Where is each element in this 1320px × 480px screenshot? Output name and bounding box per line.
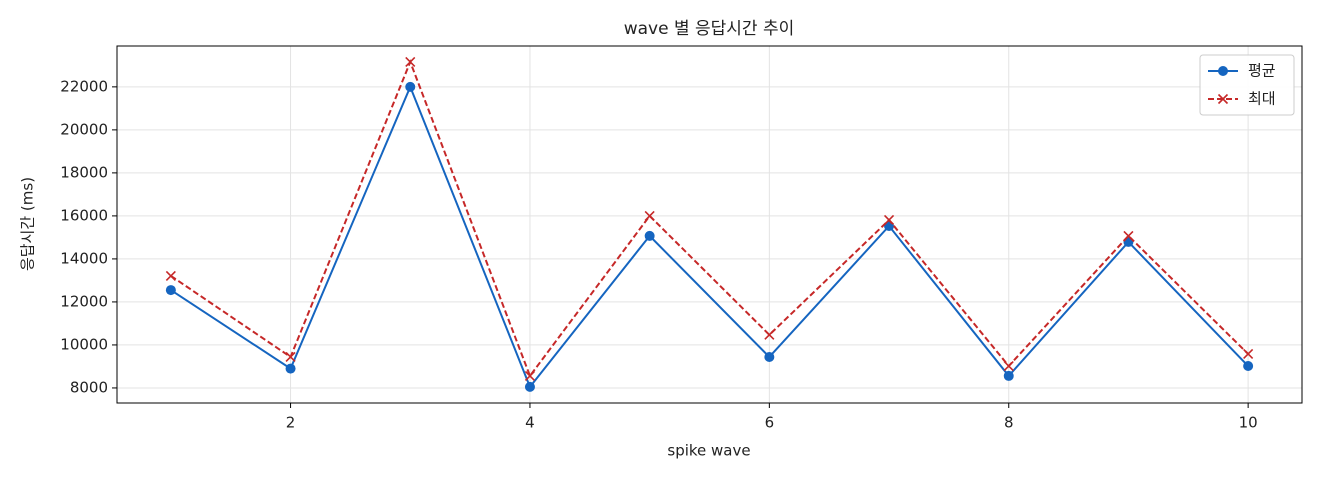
data-point (1003, 370, 1014, 381)
x-tick-label: 10 (1239, 414, 1258, 432)
y-tick-label: 10000 (60, 335, 108, 353)
x-tick-label: 6 (765, 414, 775, 432)
y-tick-label: 22000 (60, 77, 108, 95)
legend-label: 평균 (1248, 62, 1276, 80)
data-point (764, 329, 775, 340)
data-point (1123, 230, 1134, 241)
legend-marker (1218, 66, 1228, 76)
data-point (1003, 360, 1014, 372)
data-point (644, 230, 655, 241)
data-point (165, 270, 176, 281)
series-line (170, 84, 1249, 389)
data-point (524, 370, 536, 381)
data-point (644, 210, 655, 221)
x-axis-label: spike wave (667, 442, 750, 460)
y-tick-label: 16000 (60, 206, 108, 224)
y-tick-label: 12000 (60, 292, 108, 310)
series-line (170, 59, 1249, 378)
x-tick-label: 4 (525, 414, 535, 432)
chart-title: wave 별 응답시간 추이 (624, 19, 795, 39)
plot-frame (116, 45, 1303, 404)
y-tick-label: 14000 (60, 249, 108, 267)
data-point (1243, 348, 1254, 360)
legend-box (1199, 54, 1295, 116)
legend-marker (1217, 93, 1229, 105)
legend-label: 최대 (1248, 90, 1276, 108)
y-tick-label: 18000 (60, 163, 108, 181)
data-point (883, 214, 895, 226)
data-point (285, 363, 296, 374)
data-point (405, 81, 416, 92)
data-point (764, 351, 775, 362)
y-tick-label: 8000 (70, 378, 108, 396)
y-axis-label: 응답시간 (ms) (19, 177, 37, 271)
data-point (165, 285, 176, 296)
data-point (524, 381, 535, 392)
data-point (405, 56, 416, 67)
x-tick-label: 8 (1004, 414, 1014, 432)
y-tick-label: 20000 (60, 120, 108, 138)
x-tick-label: 2 (286, 414, 296, 432)
data-point (285, 351, 296, 363)
data-point (1243, 361, 1254, 372)
